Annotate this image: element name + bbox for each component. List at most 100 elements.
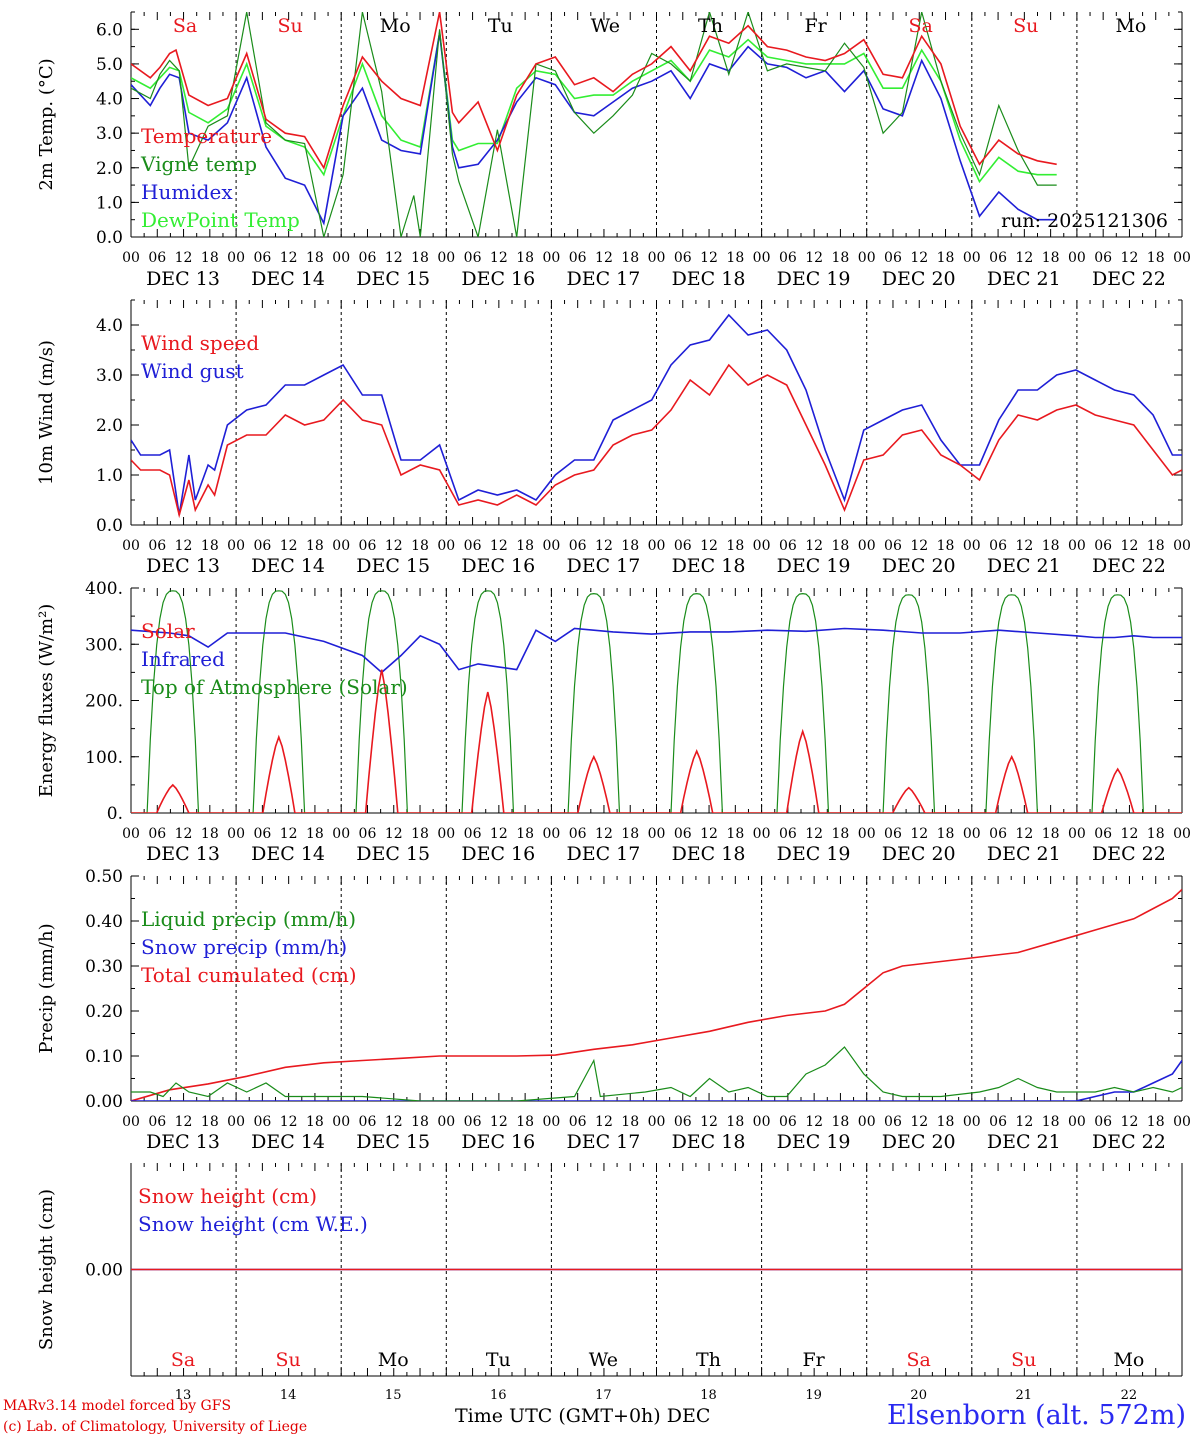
y-tick-label: 2.0 [96, 159, 123, 179]
x-tick-label: 00 [648, 538, 666, 554]
x-tick-label: 12 [700, 826, 718, 842]
date-label: DEC 21 [987, 555, 1061, 577]
x-tick-label: 18 [411, 250, 429, 266]
x-tick-label: 12 [1121, 538, 1139, 554]
x-tick-label: 00 [437, 250, 455, 266]
series-liquid-precip-mm-h- [131, 1046, 1182, 1101]
y-tick-label: 4.0 [96, 90, 123, 110]
x-tick-label: 00 [332, 1114, 350, 1130]
date-label: DEC 17 [566, 268, 640, 290]
date-label: DEC 18 [672, 1131, 746, 1153]
x-tick-label: 18 [726, 826, 744, 842]
y-axis-label: Precip (mm/h) [36, 923, 57, 1053]
x-tick-label: 00 [542, 250, 560, 266]
x-tick-label: 12 [175, 826, 193, 842]
x-tick-label: 18 [937, 1114, 955, 1130]
x-tick-label: 06 [779, 538, 797, 554]
x-tick-label: 06 [779, 826, 797, 842]
series-infrared [131, 627, 1182, 674]
date-label: DEC 15 [356, 843, 430, 865]
weekday-label-bottom: Su [1011, 1349, 1036, 1371]
weekday-label-bottom: Mo [1113, 1349, 1144, 1371]
day-number-label: 16 [490, 1388, 507, 1403]
x-tick-label: 00 [648, 250, 666, 266]
x-tick-label: 00 [227, 538, 245, 554]
x-tick-label: 18 [1147, 538, 1165, 554]
date-label: DEC 22 [1092, 1131, 1166, 1153]
station-name: Elsenborn (alt. 572m) [887, 1400, 1186, 1431]
legend-entry: Wind gust [141, 359, 244, 383]
y-tick-label: 1.0 [96, 193, 123, 213]
x-tick-label: 18 [621, 538, 639, 554]
y-tick-label: 0.0 [96, 228, 123, 248]
x-tick-label: 06 [253, 1114, 271, 1130]
x-tick-label: 18 [1042, 538, 1060, 554]
x-tick-label: 18 [1147, 826, 1165, 842]
x-tick-label: 06 [779, 250, 797, 266]
x-tick-label: 06 [884, 826, 902, 842]
x-tick-label: 12 [385, 538, 403, 554]
legend-entry: Humidex [141, 180, 233, 204]
date-label: DEC 14 [251, 555, 325, 577]
panel-1: 0.0 1.0 2.0 3.0 4.0 5.0 6.0 2m Temp. (°C) 00 06 12… [36, 11, 1191, 290]
y-tick-label: 0.50 [85, 867, 123, 887]
day-number-label: 18 [700, 1388, 717, 1403]
x-tick-label: 06 [884, 1114, 902, 1130]
x-tick-label: 06 [1094, 826, 1112, 842]
x-tick-label: 12 [805, 250, 823, 266]
series-group [131, 590, 1182, 813]
y-tick-label: 0.30 [85, 957, 123, 977]
y-tick-label: 1.0 [96, 466, 123, 486]
x-tick-label: 18 [201, 826, 219, 842]
x-tick-label: 06 [253, 250, 271, 266]
x-tick-label: 00 [753, 538, 771, 554]
y-tick-label: 300. [85, 635, 123, 655]
x-tick-label: 00 [1068, 538, 1086, 554]
x-tick-label: 00 [1173, 538, 1191, 554]
y-tick-label: 3.0 [96, 366, 123, 386]
x-tick-label: 00 [753, 826, 771, 842]
x-tick-label: 00 [963, 250, 981, 266]
series-humidex [131, 32, 1057, 226]
x-tick-label: 18 [516, 826, 534, 842]
x-tick-label: 18 [516, 538, 534, 554]
weekday-label-bottom: Fr [802, 1349, 825, 1371]
day-number-label: 21 [1016, 1388, 1033, 1403]
panel-5: 0.00 Snow height (cm) Snow height (cm) Snow… [36, 1163, 1183, 1377]
x-tick-label: 12 [385, 250, 403, 266]
x-tick-label: 12 [385, 826, 403, 842]
x-tick-label: 18 [306, 250, 324, 266]
x-tick-label: 06 [674, 1114, 692, 1130]
day-number-label: 22 [1121, 1388, 1138, 1403]
x-tick-label: 06 [674, 250, 692, 266]
y-tick-label: 0.00 [85, 1261, 123, 1281]
series-vigne-temp [131, 12, 1057, 237]
legend-entry: Liquid precip (mm/h) [141, 907, 356, 931]
date-label: DEC 20 [882, 268, 956, 290]
x-tick-label: 18 [201, 538, 219, 554]
date-label: DEC 13 [146, 843, 220, 865]
y-tick-label: 0.0 [96, 516, 123, 536]
x-tick-label: 00 [332, 538, 350, 554]
x-tick-label: 00 [542, 1114, 560, 1130]
lab-credit: (c) Lab. of Climatology, University of L… [3, 1419, 308, 1435]
x-tick-label: 00 [858, 538, 876, 554]
legend-entry: Solar [141, 619, 195, 643]
date-label: DEC 18 [672, 555, 746, 577]
weekday-label-top: Sa [173, 15, 197, 37]
series-group [131, 313, 1182, 519]
x-tick-label: 06 [464, 250, 482, 266]
x-tick-label: 18 [726, 1114, 744, 1130]
x-tick-label: 06 [359, 538, 377, 554]
x-tick-label: 18 [937, 538, 955, 554]
date-label: DEC 15 [356, 1131, 430, 1153]
x-tick-label: 00 [542, 826, 560, 842]
x-tick-label: 06 [884, 250, 902, 266]
series-wind-speed [131, 363, 1182, 519]
x-tick-label: 18 [516, 1114, 534, 1130]
x-tick-label: 12 [385, 1114, 403, 1130]
date-label: DEC 16 [461, 843, 535, 865]
x-tick-label: 18 [1042, 1114, 1060, 1130]
date-label: DEC 14 [251, 1131, 325, 1153]
